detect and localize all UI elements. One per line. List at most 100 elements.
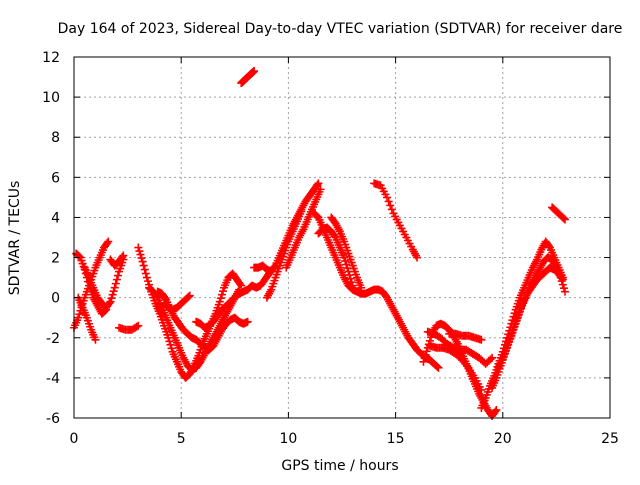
data-point (132, 322, 141, 331)
data-point (419, 357, 428, 366)
y-tick-label: -2 (46, 331, 60, 347)
data-point (243, 317, 252, 326)
y-tick-label: 2 (51, 251, 60, 267)
y-tick-label: 8 (51, 130, 60, 146)
data-point (558, 275, 567, 284)
series-arc-9 (153, 287, 252, 354)
data-point (387, 205, 396, 214)
data-point (141, 269, 150, 278)
data-point (560, 215, 569, 224)
data-point (110, 283, 119, 292)
data-point (297, 207, 306, 216)
series-arc-11 (192, 263, 278, 332)
series-arc-14 (262, 207, 306, 302)
series-arc-6 (115, 321, 143, 334)
data-point (138, 257, 147, 266)
data-point (346, 274, 355, 283)
data-point (111, 279, 120, 288)
y-tick-label: 12 (42, 50, 60, 66)
data-point (140, 265, 149, 274)
data-point (165, 337, 174, 346)
data-point (134, 243, 143, 252)
x-axis-label: GPS time / hours (281, 458, 398, 474)
data-point (250, 67, 259, 76)
series-arc-5 (106, 251, 128, 270)
data-point (557, 274, 566, 283)
series-arc-23 (445, 329, 486, 344)
data-point (422, 347, 431, 356)
data-point (91, 335, 100, 344)
x-tick-label: 20 (494, 431, 512, 447)
data-point (143, 277, 152, 286)
series-arc-8 (145, 283, 244, 374)
data-point (142, 273, 151, 282)
data-point (492, 405, 501, 414)
data-point (216, 294, 225, 303)
data-point (107, 294, 116, 303)
data-point (477, 385, 486, 394)
x-tick-label: 0 (70, 431, 79, 447)
data-point (74, 313, 83, 322)
series-arc-10 (160, 291, 194, 314)
data-point (113, 271, 122, 280)
data-point (477, 335, 486, 344)
series-arc-18 (327, 213, 366, 292)
series-arc-16 (310, 209, 443, 372)
data-point (488, 353, 497, 362)
data-point (347, 278, 356, 287)
data-point (270, 263, 279, 272)
data-point (383, 193, 392, 202)
data-point (75, 310, 84, 319)
data-point (559, 284, 568, 293)
plot-frame (73, 56, 611, 419)
data-point (215, 297, 224, 306)
x-tick-label: 15 (387, 431, 405, 447)
data-point (217, 290, 226, 299)
y-tick-label: 10 (42, 90, 60, 106)
data-point (433, 362, 442, 371)
data-point (75, 252, 84, 261)
data-points (70, 67, 569, 420)
y-tick-label: -4 (46, 371, 60, 387)
data-point (348, 281, 357, 290)
data-point (106, 297, 115, 306)
x-tick-label: 10 (279, 431, 297, 447)
data-point (185, 291, 194, 300)
data-point (139, 261, 148, 270)
data-point (560, 287, 569, 296)
data-point (314, 179, 323, 188)
data-point (421, 350, 430, 359)
data-point (135, 247, 144, 256)
data-point (434, 363, 443, 372)
x-tick-label: 25 (601, 431, 619, 447)
data-point (413, 253, 422, 262)
y-tick-label: 6 (51, 170, 60, 186)
data-point (544, 242, 553, 251)
series-arc-12 (237, 67, 259, 88)
data-point (341, 257, 350, 266)
data-point (384, 197, 393, 206)
data-point (342, 260, 351, 269)
series-arc-27 (548, 203, 569, 224)
data-point (491, 407, 500, 416)
data-point (316, 185, 325, 194)
series-arc-17 (314, 223, 357, 290)
data-point (167, 344, 176, 353)
data-point (137, 254, 146, 263)
data-point (219, 287, 228, 296)
data-point (330, 231, 339, 240)
series-arc-3 (74, 293, 100, 344)
data-point (104, 237, 113, 246)
data-point (103, 239, 112, 248)
data-point (420, 354, 429, 363)
data-point (184, 292, 193, 301)
data-point (105, 299, 114, 308)
x-tick-label: 5 (177, 431, 186, 447)
series-arc-19 (370, 179, 422, 262)
data-point (237, 281, 246, 290)
data-point (166, 340, 175, 349)
tick-labels: 0 5 10 15 20 25 -6 -4 -2 0 2 4 6 8 10 12 (42, 50, 619, 447)
data-point (118, 253, 127, 262)
